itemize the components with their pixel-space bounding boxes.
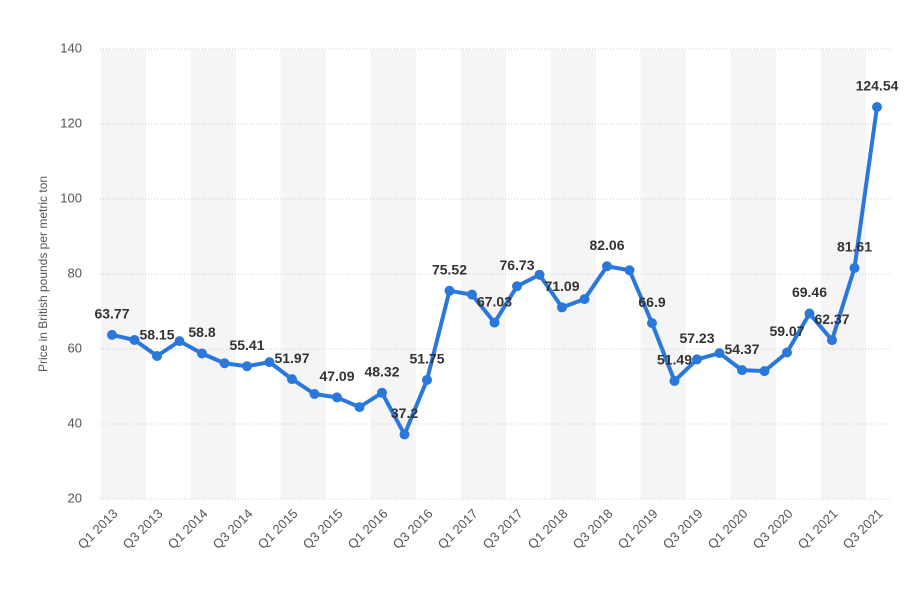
x-tick-label: Q1 2019 [615, 506, 661, 552]
point [804, 308, 815, 319]
y-tick-label: 40 [68, 415, 82, 430]
y-tick-label: 20 [68, 490, 82, 505]
point [759, 366, 770, 377]
value-label: 51.75 [409, 351, 444, 367]
x-tick-label: Q1 2015 [255, 506, 301, 552]
point [534, 269, 545, 280]
point [287, 374, 297, 385]
point [354, 402, 365, 413]
band [730, 49, 776, 499]
point [332, 392, 342, 403]
point [467, 289, 477, 300]
point [197, 348, 207, 359]
point [579, 294, 590, 305]
x-tick-label: Q1 2016 [345, 506, 391, 552]
value-label: 59.07 [769, 323, 804, 339]
point [512, 281, 522, 292]
point [557, 302, 567, 313]
point [399, 429, 410, 440]
value-label: 63.77 [94, 306, 129, 322]
x-tick-label: Q3 2018 [570, 506, 616, 552]
x-tick-label: Q1 2013 [75, 506, 121, 552]
value-label: 81.61 [837, 239, 872, 255]
point [489, 317, 500, 328]
value-label: 54.37 [724, 341, 759, 357]
point [737, 365, 747, 376]
point [602, 261, 612, 272]
point [264, 357, 275, 368]
point [377, 387, 387, 398]
point [422, 374, 432, 385]
point [782, 347, 792, 358]
value-label: 47.09 [319, 368, 354, 384]
x-tick-label: Q3 2016 [390, 506, 436, 552]
value-label: 57.23 [679, 330, 714, 346]
value-label: 76.73 [499, 257, 534, 273]
band [460, 49, 506, 499]
value-label: 69.46 [792, 284, 827, 300]
point [129, 335, 140, 345]
x-tick-label: Q3 2013 [120, 506, 166, 552]
value-label: 58.15 [139, 327, 174, 343]
bands [100, 49, 866, 499]
y-tick-label: 80 [68, 265, 82, 280]
point [827, 335, 837, 346]
x-tick-label: Q3 2015 [300, 506, 346, 552]
point [444, 285, 455, 296]
point [309, 389, 320, 399]
point [107, 329, 117, 340]
x-tick-label: Q1 2017 [435, 506, 481, 552]
point [872, 101, 882, 112]
band [280, 49, 326, 499]
band [820, 49, 866, 499]
x-tick-label: Q3 2017 [480, 506, 526, 552]
value-label: 37.2 [391, 405, 418, 421]
point [242, 361, 252, 372]
value-label: 62.37 [814, 311, 849, 327]
point [669, 375, 680, 386]
x-tick-label: Q3 2021 [840, 506, 886, 552]
point [174, 336, 185, 347]
y-tick-label: 100 [60, 190, 82, 205]
value-label: 82.06 [589, 237, 624, 253]
x-tick-label: Q1 2020 [705, 506, 751, 552]
value-label: 75.52 [432, 262, 467, 278]
value-label: 66.9 [638, 294, 665, 310]
band [550, 49, 596, 499]
y-tick-label: 120 [60, 115, 82, 130]
band [190, 49, 236, 499]
y-axis-title: Price in British pounds per metric ton [36, 176, 50, 372]
value-label: 67.03 [477, 293, 512, 309]
point [714, 348, 725, 359]
value-label: 51.97 [274, 350, 309, 366]
band [100, 49, 146, 499]
point [692, 354, 702, 365]
x-tick-label: Q1 2021 [795, 506, 841, 552]
x-tick-label: Q3 2014 [210, 506, 256, 552]
point [647, 318, 657, 329]
y-tick-label: 60 [68, 340, 82, 355]
x-tick-label: Q1 2018 [525, 506, 571, 552]
band [640, 49, 686, 499]
value-label: 48.32 [364, 364, 399, 380]
point [219, 358, 230, 369]
y-tick-label: 140 [60, 40, 82, 55]
point [152, 350, 162, 361]
x-tick-label: Q1 2014 [165, 506, 211, 552]
value-label: 124.54 [856, 78, 899, 94]
value-label: 58.8 [188, 324, 215, 340]
x-tick-label: Q3 2020 [750, 506, 796, 552]
value-label: 51.49 [657, 352, 692, 368]
point [624, 265, 635, 276]
value-label: 55.41 [229, 337, 264, 353]
x-tick-label: Q3 2019 [660, 506, 706, 552]
value-label: 71.09 [544, 278, 579, 294]
point [849, 262, 860, 273]
